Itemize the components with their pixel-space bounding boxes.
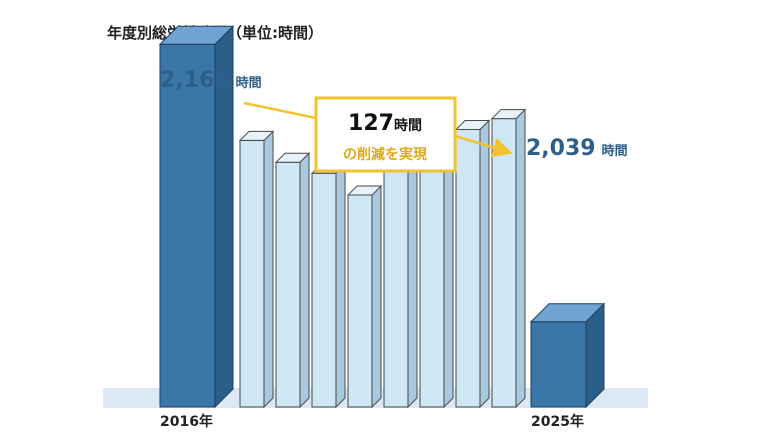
bar-1-top	[158, 25, 235, 45]
bar-6	[382, 130, 419, 409]
bar-8-side	[479, 119, 490, 409]
bar-3-front	[275, 161, 301, 408]
bar-5-top	[346, 185, 383, 196]
bar-5-side	[371, 184, 382, 409]
bar-3-top	[274, 152, 311, 163]
bar-1-front	[159, 43, 216, 408]
callout-box	[314, 96, 457, 173]
bar-10-front	[530, 321, 587, 408]
bar-1	[158, 25, 235, 409]
bar-8-top	[454, 120, 491, 131]
bar-10	[529, 302, 606, 409]
bar-7-side	[443, 152, 454, 409]
data-label-2025-unit: 時間	[602, 143, 628, 159]
bar-5-front	[347, 194, 373, 408]
bar-2-front	[239, 139, 265, 408]
bar-9-front	[491, 118, 517, 408]
bar-2-top	[238, 130, 275, 141]
arrow-left-segment	[243, 101, 317, 120]
bar-4-front	[311, 172, 337, 408]
bar-2	[238, 130, 275, 409]
bar-9-side	[515, 108, 526, 409]
bar-3-side	[299, 152, 310, 409]
data-label-2025-value: 2,039	[526, 136, 596, 161]
bar-4-side	[335, 162, 346, 409]
bar-4	[310, 162, 347, 409]
bar-10-top	[529, 303, 606, 323]
callout-value: 127	[348, 111, 394, 136]
bar-8-front	[455, 129, 481, 408]
x-label-2025: 2025年	[531, 413, 584, 430]
data-label-2016-value: 2,166	[160, 68, 230, 93]
bar-7-front	[419, 161, 445, 408]
bar-6-front	[383, 139, 409, 408]
callout-unit: 時間	[394, 117, 422, 134]
bar-6-side	[407, 130, 418, 409]
bar-8	[454, 119, 491, 409]
arrow-right-segment	[454, 134, 513, 158]
bars-group	[158, 25, 606, 409]
x-label-2016: 2016年	[160, 413, 213, 430]
callout-text: の削減を実現	[343, 146, 427, 163]
bar-9-top	[490, 109, 527, 120]
data-label-2025: 2,039 時間	[526, 136, 628, 161]
bar-9	[490, 108, 527, 409]
callout-value-line: 127時間	[348, 111, 422, 136]
data-label-2016: 2,166 時間	[160, 68, 262, 93]
bar-7	[418, 152, 455, 409]
data-label-2016-unit: 時間	[236, 75, 262, 91]
bar-2-side	[263, 130, 274, 409]
bar-3	[274, 152, 311, 409]
bar-5	[346, 184, 383, 409]
